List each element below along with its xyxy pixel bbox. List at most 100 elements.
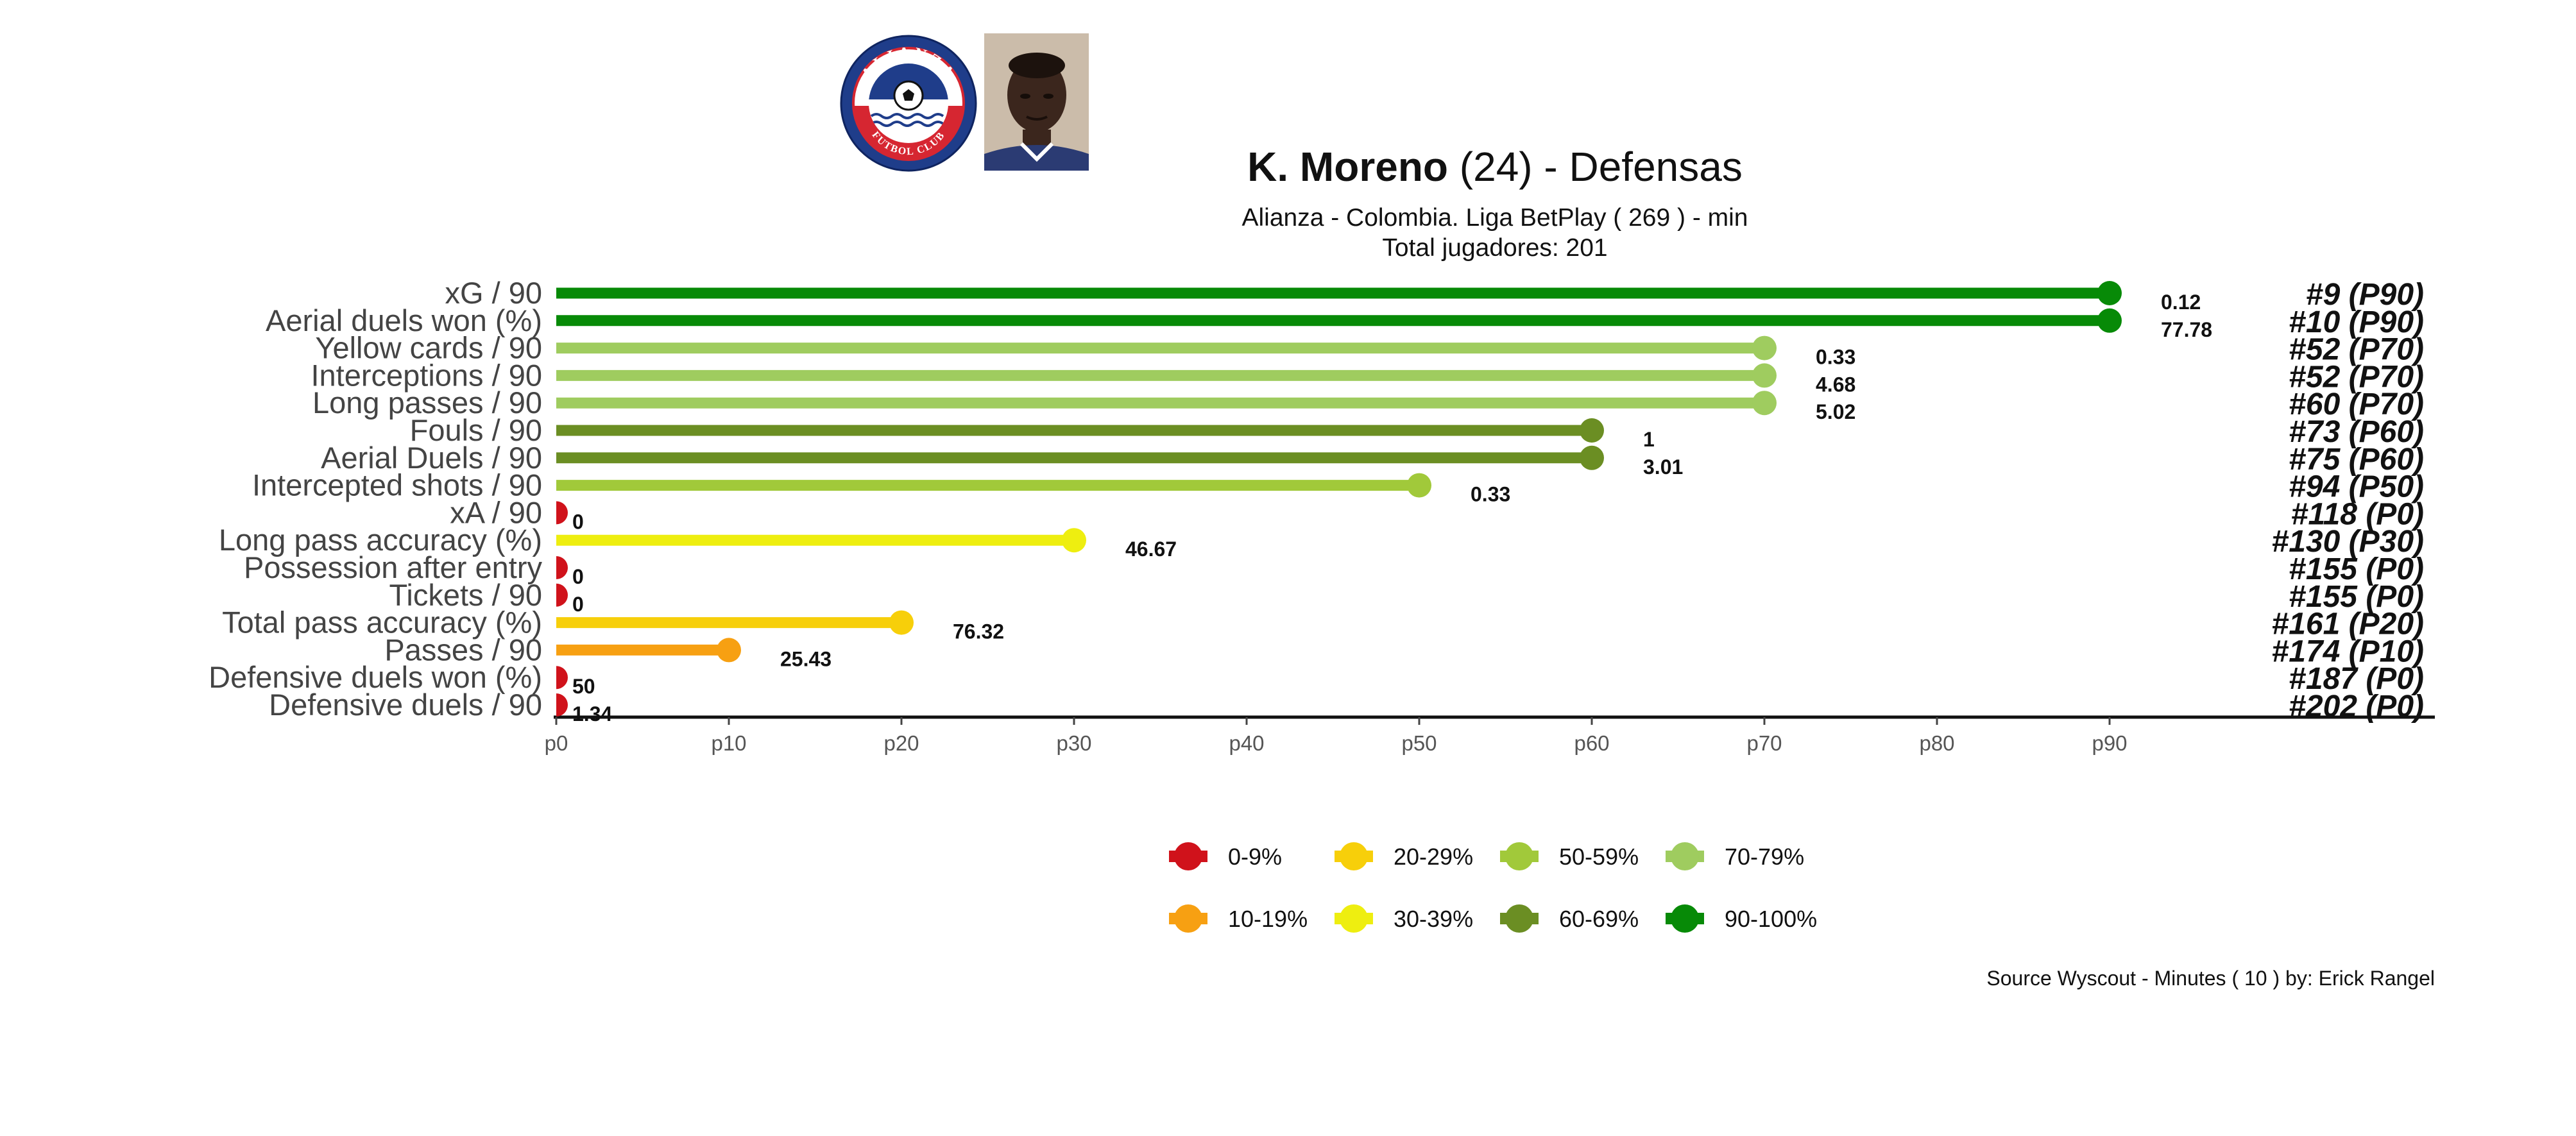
chart-subtitle-line2: Total jugadores: 201	[1382, 234, 1607, 262]
lollipop-dot	[717, 638, 741, 663]
club-crest-icon: ALIANZA FUTBOL CLUB	[840, 35, 977, 172]
legend-label: 90-100%	[1725, 906, 1817, 932]
value-label: 77.78	[2161, 318, 2212, 341]
x-tick-label: p30	[1056, 731, 1091, 755]
value-label: 0	[572, 510, 584, 533]
metric-label: xG / 90	[445, 276, 542, 310]
legend-label: 50-59%	[1559, 844, 1639, 870]
lollipop-dot	[1752, 335, 1777, 360]
metric-label: Interceptions / 90	[311, 358, 542, 392]
player-name: K. Moreno	[1247, 144, 1460, 190]
x-tick-label: p80	[1919, 731, 1954, 755]
legend-label: 70-79%	[1725, 844, 1804, 870]
lollipop-dot	[1407, 473, 1431, 498]
legend-swatch-dot	[1671, 904, 1699, 933]
legend-swatch-dot	[1340, 842, 1368, 870]
lollipop-dot	[556, 693, 568, 716]
lollipop-dot	[1062, 528, 1086, 553]
lollipop-dot	[2097, 281, 2122, 305]
value-label: 5.02	[1816, 400, 1855, 423]
metric-label: Tickets / 90	[389, 578, 542, 612]
rank-label: #52 (P70)	[2289, 333, 2424, 367]
legend-label: 30-39%	[1394, 906, 1473, 932]
metric-label: Defensive duels / 90	[269, 688, 542, 722]
value-label: 1	[1643, 428, 1655, 451]
x-tick-label: p90	[2092, 731, 2127, 755]
legend-swatch-dot	[1174, 842, 1202, 870]
metric-label: Fouls / 90	[410, 413, 542, 447]
rank-label: #73 (P60)	[2289, 415, 2424, 449]
rank-label: #10 (P90)	[2289, 305, 2424, 339]
legend-label: 10-19%	[1228, 906, 1308, 932]
value-label: 4.68	[1816, 373, 1855, 396]
legend-label: 20-29%	[1394, 844, 1473, 870]
x-tick-label: p50	[1401, 731, 1437, 755]
lollipop-dot	[1580, 418, 1604, 443]
value-label: 0.33	[1816, 346, 1855, 369]
value-label: 50	[572, 675, 595, 698]
source-caption: Source Wyscout - Minutes ( 10 ) by: Eric…	[1986, 967, 2435, 990]
x-tick-label: p10	[711, 731, 746, 755]
metric-label: xA / 90	[450, 495, 542, 529]
metric-label: Passes / 90	[384, 632, 542, 666]
value-label: 1.34	[572, 702, 612, 725]
value-label: 0	[572, 593, 584, 616]
x-tick-label: p70	[1746, 731, 1782, 755]
value-label: 76.32	[953, 620, 1004, 643]
rank-label: #75 (P60)	[2289, 443, 2424, 477]
metric-label: Possession after entry	[244, 550, 542, 584]
value-label: 0.33	[1471, 483, 1510, 506]
metric-label: Defensive duels won (%)	[209, 660, 542, 694]
lollipop-dot	[1752, 363, 1777, 388]
metric-label: Total pass accuracy (%)	[222, 606, 542, 640]
rank-label: #174 (P10)	[2272, 634, 2425, 668]
x-tick-label: p0	[545, 731, 568, 755]
x-tick-label: p20	[883, 731, 919, 755]
rank-label: #52 (P70)	[2289, 360, 2424, 394]
metric-label: Yellow cards / 90	[315, 331, 542, 365]
metric-label: Intercepted shots / 90	[252, 468, 542, 502]
value-label: 25.43	[780, 647, 832, 670]
rank-label: #118 (P0)	[2291, 497, 2424, 531]
rank-label: #155 (P0)	[2289, 552, 2424, 586]
legend-label: 0-9%	[1228, 844, 1282, 870]
rank-label: #202 (P0)	[2289, 690, 2424, 724]
value-label: 46.67	[1125, 538, 1177, 561]
player-age-position: (24) - Defensas	[1460, 144, 1743, 190]
legend-swatch-dot	[1174, 904, 1202, 933]
rank-label: #161 (P20)	[2272, 607, 2425, 641]
player-portrait-icon	[984, 33, 1089, 171]
legend-label: 60-69%	[1559, 906, 1639, 932]
lollipop-dot	[1580, 445, 1604, 470]
rank-label: #155 (P0)	[2289, 580, 2424, 614]
metric-label: Long passes / 90	[312, 386, 542, 420]
lollipop-dot	[889, 610, 914, 635]
value-label: 3.01	[1643, 455, 1683, 479]
metric-label: Aerial duels won (%)	[266, 303, 542, 337]
club-logo: ALIANZA FUTBOL CLUB	[839, 34, 978, 173]
x-tick-label: p60	[1574, 731, 1609, 755]
player-photo	[984, 33, 1089, 171]
metric-label: Long pass accuracy (%)	[219, 523, 542, 557]
rank-label: #187 (P0)	[2289, 662, 2424, 696]
value-label: 0.12	[2161, 291, 2201, 314]
chart-subtitle-line1: Alianza - Colombia. Liga BetPlay ( 269 )…	[1241, 204, 1748, 232]
legend-swatch-dot	[1671, 842, 1699, 870]
rank-label: #60 (P70)	[2289, 387, 2424, 421]
chart-title: K. Moreno (24) - Defensas	[1247, 144, 1743, 190]
rank-label: #94 (P50)	[2289, 470, 2424, 504]
lollipop-dot	[556, 666, 568, 690]
lollipop-dot	[1752, 391, 1777, 416]
lollipop-dot	[556, 501, 568, 525]
legend-swatch-dot	[1505, 904, 1533, 933]
lollipop-dot	[556, 583, 568, 607]
value-label: 0	[572, 565, 584, 588]
x-tick-label: p40	[1229, 731, 1264, 755]
lollipop-dot	[2097, 308, 2122, 333]
rank-label: #9 (P90)	[2306, 278, 2424, 312]
metric-label: Aerial Duels / 90	[321, 441, 542, 475]
rank-label: #130 (P30)	[2272, 525, 2425, 559]
legend-swatch-dot	[1505, 842, 1533, 870]
lollipop-dot	[556, 556, 568, 579]
